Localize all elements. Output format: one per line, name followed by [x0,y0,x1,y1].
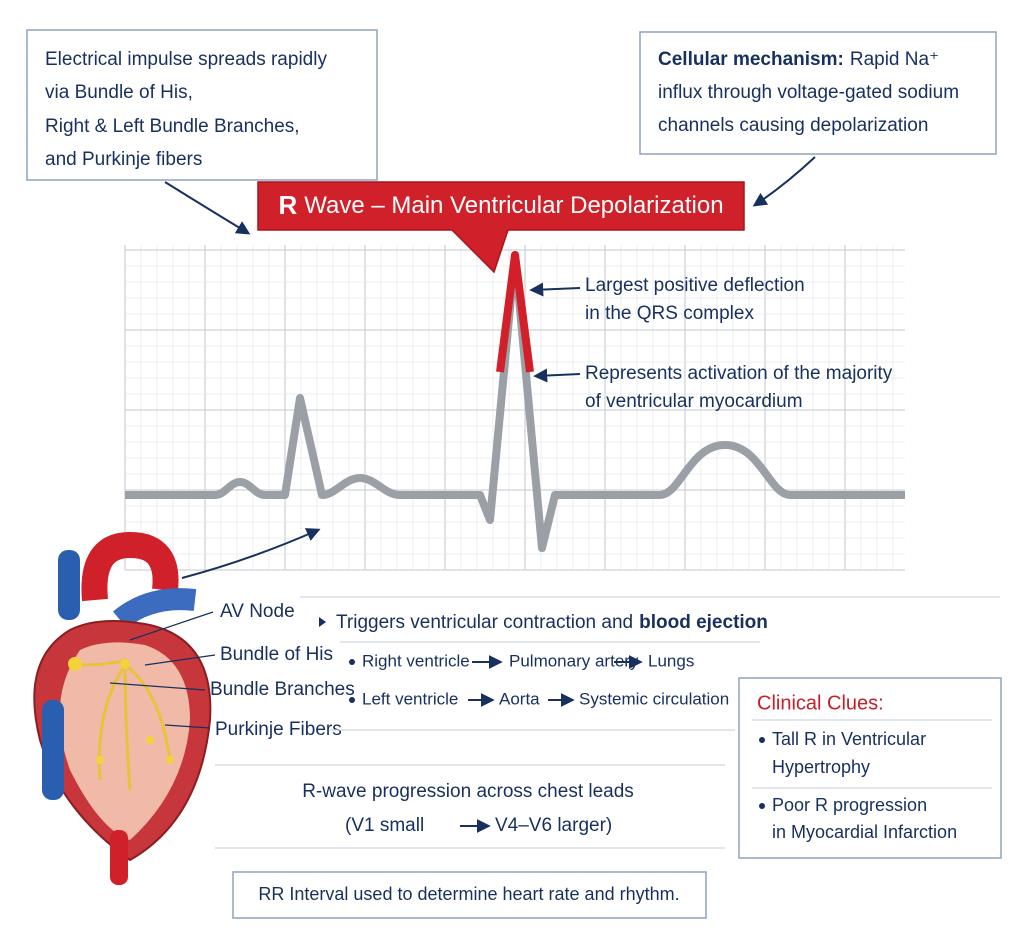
mechanism-text: Rapid Na⁺ [850,49,939,70]
ecg-grid [124,245,905,571]
heart-label: Bundle Branches [210,679,355,700]
impulse-line: via Bundle of His, [45,82,193,103]
impulse-box [26,29,378,181]
mechanism-heading: Cellular mechanism: [658,49,844,70]
pathway-step: Systemic circulation [579,689,729,708]
progression-to: V4–V6 larger) [495,815,612,836]
annotation: in the QRS complex [585,303,754,324]
pathway-step: Aorta [499,689,540,708]
annotation: of ventricular myocardium [585,391,803,412]
footer: RR Interval used to determine heart rate… [258,884,679,904]
annotation: Represents activation of the majority [585,363,893,384]
impulse-line: and Purkinje fibers [45,149,202,170]
bullet [349,697,355,703]
heart-label: AV Node [220,601,295,622]
arrow [752,156,816,207]
bullet [759,803,765,809]
mechanism-box [639,31,997,155]
arrow [529,282,581,297]
footer-box [232,871,707,919]
impulse-line: Right & Left Bundle Branches, [45,116,300,137]
pathway-step: Pulmonary artery [509,651,639,670]
bullet [319,617,326,627]
mechanism-line: Cellular mechanism: Rapid Na⁺ [658,49,939,70]
heart-illustration [33,528,321,885]
progression-from: (V1 small [345,815,424,836]
effect-bold: blood ejection [639,612,768,633]
clinical-item: Poor R progression [772,795,927,815]
heart-label: Bundle of His [220,644,333,665]
impulse-line: Electrical impulse spreads rapidly [45,49,327,70]
clinical-item: Hypertrophy [772,757,870,777]
ecg-trace [125,251,905,552]
effect-text: Triggers ventricular contraction and [336,612,633,633]
progression-line: R-wave progression across chest leads [302,781,634,802]
pathway-step: Lungs [648,651,694,670]
arrow [164,181,251,235]
bullet [349,659,355,665]
mechanism-line: influx through voltage-gated sodium [658,82,959,103]
title-letter: R [278,190,297,220]
arrow [533,368,581,383]
title-banner [257,181,745,274]
clinical-title: Clinical Clues: [757,692,884,714]
clinical-box [738,677,1002,859]
heart-label: Purkinje Fibers [215,719,342,740]
pathway-step: Right ventricle [362,651,470,670]
bullet [759,737,765,743]
clinical-item: in Myocardial Infarction [772,822,957,842]
annotation: Largest positive deflection [585,275,805,296]
mechanism-line: channels causing depolarization [658,115,928,136]
effect-lead: Triggers ventricular contraction and bloo… [336,612,768,633]
title: R Wave – Main Ventricular Depolarization [278,190,723,220]
pathway-step: Left ventricle [362,689,458,708]
title-text: Wave – Main Ventricular Depolarization [304,192,723,219]
r-peak [496,251,534,373]
clinical-item: Tall R in Ventricular [772,729,926,749]
